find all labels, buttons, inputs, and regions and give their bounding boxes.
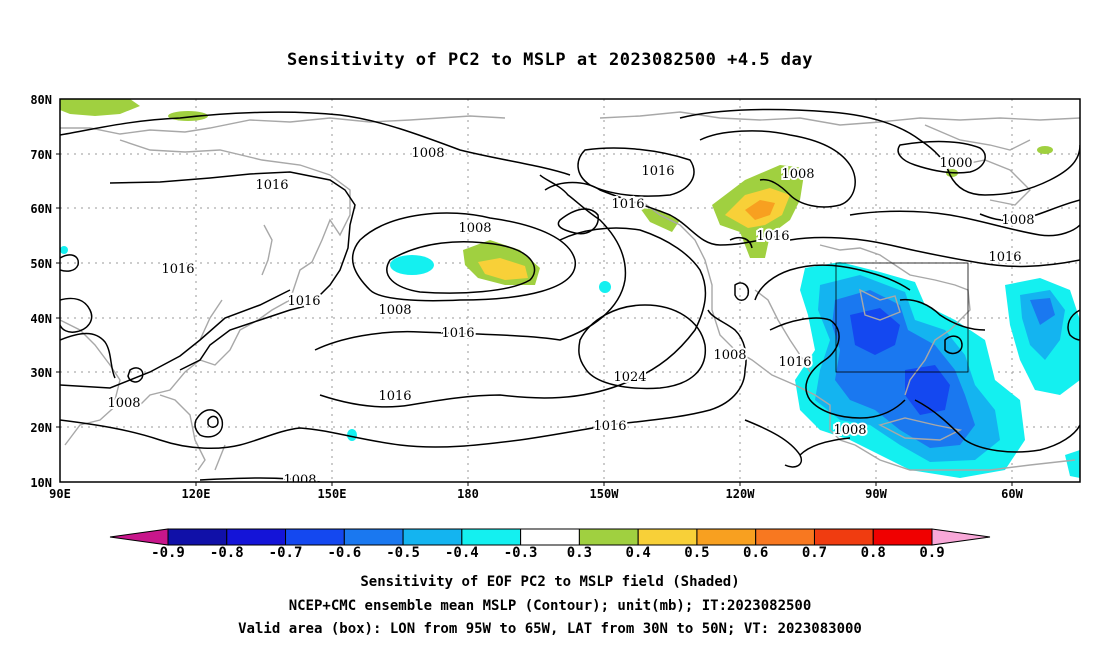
colorbar-label: 0.6	[743, 545, 768, 561]
colorbar-labels: -0.9 -0.8 -0.7 -0.6 -0.5 -0.4 -0.3 0.3 0.4 0.5 0.6…	[151, 545, 945, 561]
lat-label: 70N	[30, 148, 52, 162]
colorbar-label: 0.5	[684, 545, 709, 561]
lat-label: 40N	[30, 312, 52, 326]
colorbar-bins	[167, 528, 933, 546]
contour-label: 1008	[1001, 213, 1034, 228]
colorbar-bin	[167, 528, 228, 546]
gridlines	[60, 99, 1080, 482]
colorbar-bin	[755, 528, 815, 546]
colorbar-label: 0.3	[567, 545, 592, 561]
contour-label: 1016	[593, 419, 626, 434]
contour-label: 1008	[458, 221, 491, 236]
contour-label: 1016	[641, 164, 674, 179]
colorbar-bin	[402, 528, 463, 546]
contour-labels: 1008 1016 1016 1008 1016 1016 1008 1016 …	[105, 144, 1036, 488]
contour-label: 1016	[441, 326, 474, 341]
lon-label: 150W	[590, 487, 620, 501]
colorbar-label: -0.6	[327, 545, 361, 561]
contour-label: 1008	[781, 167, 814, 182]
caption-line-2: NCEP+CMC ensemble mean MSLP (Contour); u…	[288, 598, 812, 614]
lat-label: 20N	[30, 421, 52, 435]
colorbar-bin	[578, 528, 639, 546]
shading-positive	[60, 99, 1053, 285]
colorbar-label: -0.3	[504, 545, 538, 561]
lat-label: 50N	[30, 257, 52, 271]
contour-label: 1008	[283, 473, 316, 488]
contour-label: 1008	[107, 396, 140, 411]
lat-label: 60N	[30, 202, 52, 216]
valid-area-box	[835, 262, 969, 373]
contour-label: 1008	[713, 348, 746, 363]
colorbar-label: 0.8	[861, 545, 886, 561]
colorbar-high-arrow	[931, 528, 991, 546]
contour-label: 1016	[611, 197, 644, 212]
contour-label: 1016	[756, 229, 789, 244]
colorbar-bin	[813, 528, 874, 546]
colorbar-bin	[461, 528, 522, 546]
caption-line-3: Valid area (box): LON from 95W to 65W, L…	[238, 621, 862, 637]
lon-label: 120E	[182, 487, 211, 501]
shading-negative	[60, 246, 1080, 478]
contour-label: 1016	[778, 355, 811, 370]
contour-label: 1008	[378, 303, 411, 318]
contour-label: 1016	[255, 178, 288, 193]
contour-label: 1008	[833, 423, 866, 438]
colorbar-label: 0.9	[919, 545, 944, 561]
colorbar-label: -0.7	[269, 545, 303, 561]
lon-label: 150E	[318, 487, 347, 501]
colorbar-label: -0.8	[210, 545, 244, 561]
colorbar-bin	[226, 528, 287, 546]
axis-ticks	[56, 153, 1013, 486]
contour-label: 1016	[378, 389, 411, 404]
lon-label: 180	[457, 487, 479, 501]
lat-label: 10N	[30, 476, 52, 490]
contour-label: 1008	[411, 146, 444, 161]
colorbar-label: 0.7	[802, 545, 827, 561]
map-frame	[59, 98, 1081, 483]
colorbar-label: -0.5	[386, 545, 420, 561]
colorbar-bin	[285, 528, 345, 546]
colorbar-bin	[520, 528, 580, 546]
colorbar-bin	[872, 528, 933, 546]
caption-line-1: Sensitivity of EOF PC2 to MSLP field (Sh…	[360, 574, 740, 590]
lon-label: 120W	[726, 487, 756, 501]
mslp-contours	[60, 108, 1080, 482]
colorbar: -0.9 -0.8 -0.7 -0.6 -0.5 -0.4 -0.3 0.3 0.4 0.5 0.6…	[109, 528, 991, 561]
lon-label: 60W	[1001, 487, 1023, 501]
colorbar-label: 0.4	[626, 545, 651, 561]
colorbar-low-arrow	[109, 528, 169, 546]
contour-label: 1016	[988, 250, 1021, 265]
colorbar-label: -0.4	[445, 545, 479, 561]
contour-label: 1000	[939, 156, 972, 171]
contour-label: 1024	[613, 370, 646, 385]
contour-label: 1016	[287, 294, 320, 309]
longitude-labels: 90E 120E 150E 180 150W 120W 90W 60W	[49, 487, 1023, 501]
contour-label: 1016	[161, 262, 194, 277]
colorbar-bin	[696, 528, 757, 546]
colorbar-bin	[637, 528, 698, 546]
lat-label: 80N	[30, 93, 52, 107]
latitude-labels: 80N 70N 60N 50N 40N 30N 20N 10N	[30, 93, 52, 490]
lat-label: 30N	[30, 366, 52, 380]
lon-label: 90W	[865, 487, 887, 501]
lon-label: 90E	[49, 487, 71, 501]
colorbar-label: -0.9	[151, 545, 185, 561]
map-title: Sensitivity of PC2 to MSLP at 2023082500…	[286, 50, 813, 70]
colorbar-bin	[343, 528, 404, 546]
